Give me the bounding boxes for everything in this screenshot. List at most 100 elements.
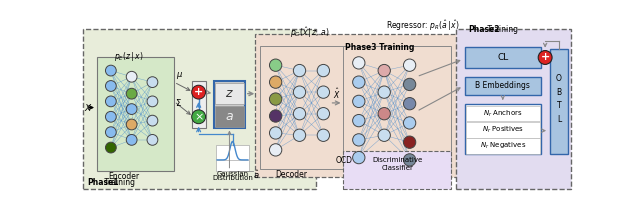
Circle shape (147, 115, 158, 126)
Bar (216, 145, 250, 171)
Text: $\hat{X}$: $\hat{X}$ (333, 87, 340, 101)
Circle shape (317, 64, 330, 77)
Text: $z$: $z$ (225, 87, 234, 100)
Bar (466, 138, 540, 154)
Bar (97, 57, 174, 171)
Circle shape (126, 71, 137, 82)
Text: $p_E(z\,|\,x)$: $p_E(z\,|\,x)$ (114, 50, 143, 63)
Circle shape (269, 59, 282, 71)
Circle shape (106, 65, 116, 76)
Circle shape (269, 144, 282, 156)
Text: $X$: $X$ (84, 102, 93, 113)
Bar (550, 49, 568, 154)
Circle shape (293, 108, 306, 120)
Circle shape (317, 129, 330, 141)
Text: $p_G(\hat{x}\,|\,z,\,a)$: $p_G(\hat{x}\,|\,z,\,a)$ (289, 25, 330, 40)
Text: CL: CL (497, 53, 508, 62)
Text: $a$: $a$ (225, 110, 234, 122)
Text: $\times$: $\times$ (194, 112, 204, 122)
Bar (465, 48, 541, 67)
Circle shape (293, 129, 306, 141)
Circle shape (403, 154, 416, 166)
Text: +: + (541, 52, 550, 62)
Circle shape (269, 76, 282, 88)
Bar (466, 122, 540, 138)
Text: T: T (557, 102, 561, 111)
Circle shape (317, 86, 330, 98)
Circle shape (126, 135, 137, 145)
Bar (192, 81, 205, 128)
Text: Phase2: Phase2 (468, 25, 500, 34)
Circle shape (106, 142, 116, 153)
Circle shape (353, 95, 365, 108)
Text: Encoder: Encoder (108, 172, 140, 181)
Circle shape (147, 135, 158, 145)
Bar (344, 151, 451, 189)
Circle shape (192, 110, 205, 124)
Circle shape (126, 119, 137, 130)
Text: L: L (557, 115, 561, 124)
Circle shape (126, 88, 137, 99)
Circle shape (106, 96, 116, 107)
Text: B Embeddings: B Embeddings (476, 81, 530, 91)
Bar (465, 77, 541, 95)
Text: $N_r$ Positives: $N_r$ Positives (482, 125, 524, 135)
Text: $N_r$ Anchors: $N_r$ Anchors (483, 109, 523, 119)
Text: Classifier: Classifier (381, 165, 413, 171)
Circle shape (269, 127, 282, 139)
Circle shape (293, 64, 306, 77)
Text: Decoder: Decoder (275, 170, 307, 179)
Circle shape (403, 98, 416, 110)
Circle shape (317, 108, 330, 120)
Text: Distribution: Distribution (212, 175, 253, 181)
Circle shape (353, 134, 365, 146)
Bar (215, 106, 244, 127)
Circle shape (538, 51, 552, 64)
Text: O: O (556, 74, 562, 83)
Circle shape (403, 117, 416, 129)
Circle shape (378, 108, 390, 120)
Text: Gaussian: Gaussian (216, 171, 248, 177)
Circle shape (147, 77, 158, 87)
Bar (215, 83, 244, 105)
Text: Regressor: $p_R(\hat{a}\,|\,\hat{x})$: Regressor: $p_R(\hat{a}\,|\,\hat{x})$ (386, 18, 460, 33)
Bar (214, 81, 245, 128)
Circle shape (269, 110, 282, 122)
Text: +: + (194, 87, 204, 97)
Circle shape (378, 129, 390, 141)
Circle shape (353, 76, 365, 88)
Bar (83, 29, 316, 189)
Bar (465, 105, 541, 154)
Circle shape (403, 78, 416, 91)
Circle shape (353, 57, 365, 69)
Circle shape (378, 64, 390, 77)
Text: Training: Training (485, 25, 518, 34)
Text: OCD: OCD (336, 156, 353, 165)
Circle shape (147, 96, 158, 107)
Circle shape (403, 136, 416, 148)
Bar (260, 46, 349, 169)
Text: $\Sigma$: $\Sigma$ (175, 97, 182, 108)
Text: B: B (556, 88, 561, 97)
Bar (255, 34, 459, 177)
Circle shape (353, 151, 365, 164)
Circle shape (126, 104, 137, 114)
Bar (466, 106, 540, 121)
Bar (456, 29, 572, 189)
Circle shape (293, 86, 306, 98)
Circle shape (192, 85, 205, 99)
Circle shape (269, 93, 282, 105)
Text: Phase3 Training: Phase3 Training (345, 43, 414, 52)
Text: Training: Training (102, 178, 134, 187)
Text: $\hat{a}$: $\hat{a}$ (253, 169, 259, 181)
Text: $\mu$: $\mu$ (175, 70, 182, 81)
Bar (344, 46, 451, 169)
Circle shape (353, 114, 365, 127)
Circle shape (106, 127, 116, 138)
Circle shape (403, 59, 416, 71)
Text: $N_r$ Negatives: $N_r$ Negatives (479, 141, 526, 151)
Circle shape (106, 111, 116, 122)
Text: Discriminative: Discriminative (372, 157, 422, 163)
Circle shape (378, 86, 390, 98)
Circle shape (106, 81, 116, 91)
